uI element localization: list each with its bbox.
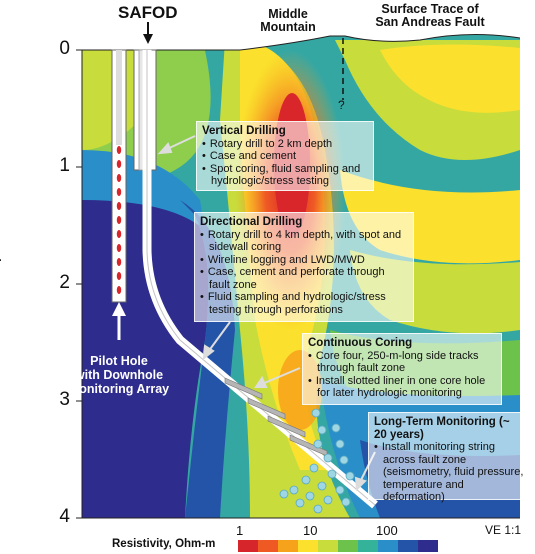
y-tick-1: 1 [59, 155, 70, 176]
vertical-drilling-item: Rotary drill to 2 km depth [202, 138, 368, 151]
directional-drilling-item: Fluid sampling and hydrologic/stress tes… [200, 291, 408, 316]
continuous-coring-item: Core four, 250-m-long side tracks throug… [308, 350, 496, 375]
y-tick-2: 2 [59, 272, 70, 293]
fault-trace-label: Surface Trace of San Andreas Fault [375, 2, 485, 29]
long-term-monitoring-title: Long-Term Monitoring (~ 20 years) [374, 416, 510, 441]
directional-drilling-box: Directional Drilling Rotary drill to 4 k… [194, 212, 414, 322]
pilot-hole-sensors [116, 146, 122, 294]
directional-drilling-item: Case, cement and perforate through fault… [200, 266, 408, 291]
continuous-coring-item: Install slotted liner in one core hole f… [308, 375, 496, 400]
vertical-drilling-item: Spot coring, fluid sampling and hydrolog… [202, 163, 368, 188]
middle-mountain-label: Middle Mountain [260, 7, 316, 34]
fault-question-mark: ? [338, 98, 345, 112]
vertical-drilling-box: Vertical Drilling Rotary drill to 2 km d… [196, 121, 374, 191]
resistivity-colorbar [238, 540, 438, 552]
continuous-coring-title: Continuous Coring [308, 337, 413, 349]
y-axis-label: Depth, km [0, 196, 2, 288]
directional-drilling-item: Wireline logging and LWD/MWD [200, 254, 408, 267]
continuous-coring-box: Continuous Coring Core four, 250-m-long … [302, 333, 502, 405]
pilot-hole-label: Pilot Hole with Downhole Monitoring Arra… [68, 354, 170, 396]
y-tick-4: 4 [59, 506, 70, 527]
coring-side-tracks [224, 377, 328, 457]
monitoring-sensors [279, 408, 355, 514]
vertical-drilling-title: Vertical Drilling [202, 125, 286, 137]
colorbar-tick-1: 1 [236, 523, 244, 538]
colorbar-tick-100: 100 [376, 523, 398, 538]
long-term-monitoring-box: Long-Term Monitoring (~ 20 years) Instal… [368, 412, 530, 503]
directional-drilling-item: Rotary drill to 4 km depth, with spot an… [200, 229, 408, 254]
y-tick-0: 0 [59, 38, 70, 59]
y-tick-3: 3 [59, 389, 70, 410]
colorbar-tick-10: 10 [303, 523, 318, 538]
safod-label: SAFOD [118, 3, 178, 22]
vertical-drilling-item: Case and cement [202, 150, 368, 163]
colorbar-title: Resistivity, Ohm-m [112, 538, 216, 550]
long-term-monitoring-item: Install monitoring string across fault z… [374, 441, 524, 504]
directional-drilling-title: Directional Drilling [200, 216, 303, 228]
vertical-exaggeration: VE 1:1 [485, 523, 522, 537]
